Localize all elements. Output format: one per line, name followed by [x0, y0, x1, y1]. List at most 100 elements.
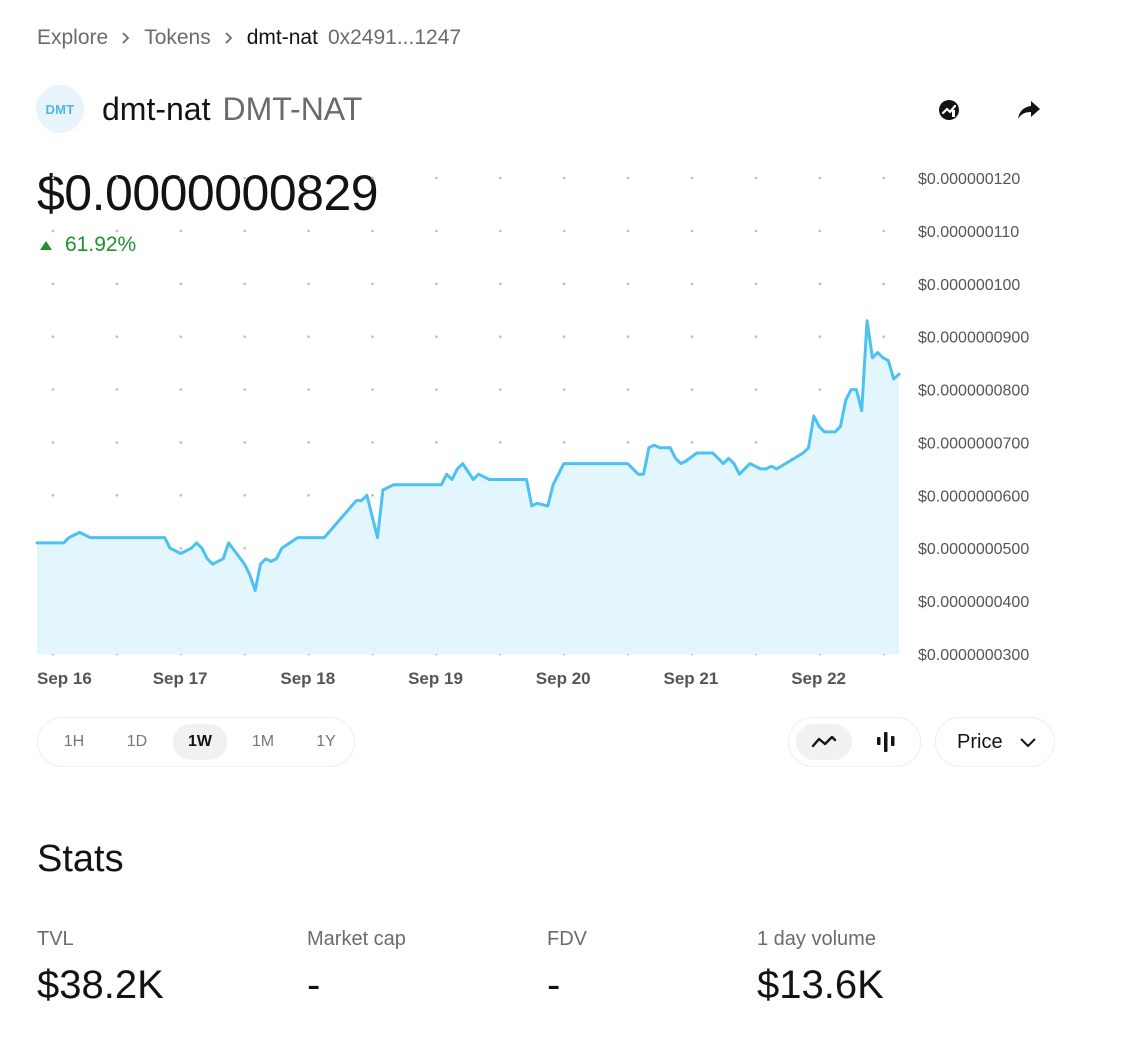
- y-axis-tick-label: $0.0000000500: [918, 541, 1029, 558]
- x-axis-tick-label: Sep 21: [664, 669, 719, 688]
- grid-dot: [307, 282, 310, 286]
- grid-dot: [307, 494, 310, 497]
- y-axis-tick-label: $0.0000000700: [918, 435, 1029, 452]
- grid-dot: [818, 388, 822, 391]
- grid-dot: [499, 176, 502, 180]
- grid-dot: [179, 546, 183, 550]
- grid-dot: [690, 282, 694, 286]
- grid-dot: [243, 388, 246, 391]
- grid-dot: [499, 229, 502, 233]
- x-axis-tick-label: Sep 18: [280, 669, 335, 688]
- grid-dot: [51, 335, 55, 338]
- grid-dot: [562, 282, 566, 286]
- grid-dot: [179, 176, 183, 180]
- grid-dot: [626, 229, 630, 233]
- stat-label: FDV: [547, 928, 587, 950]
- price-metric-select[interactable]: Price: [935, 717, 1055, 767]
- grid-dot: [562, 388, 566, 391]
- grid-dot: [690, 441, 694, 444]
- grid-dot: [307, 229, 310, 233]
- stat-value: $13.6K: [757, 963, 884, 1007]
- y-axis-tick-label: $0.0000000600: [918, 488, 1029, 505]
- time-range-1w[interactable]: 1W: [173, 724, 227, 760]
- token-name: dmt-nat: [102, 90, 211, 127]
- grid-dot: [307, 388, 310, 391]
- chart-explorer-icon[interactable]: [930, 94, 968, 126]
- grid-dot: [51, 441, 55, 444]
- stats-title: Stats: [37, 838, 124, 880]
- share-icon[interactable]: [1010, 94, 1048, 126]
- stat-fdv: FDV -: [547, 928, 587, 1008]
- grid-dot: [371, 282, 374, 286]
- grid-dot: [115, 176, 119, 180]
- grid-dot: [754, 335, 758, 338]
- grid-dot: [626, 335, 630, 338]
- candlestick-chart-icon[interactable]: [858, 724, 914, 760]
- grid-dot: [243, 176, 246, 180]
- token-price: $0.0000000829: [37, 165, 379, 221]
- grid-dot: [754, 388, 758, 391]
- token-header: DMT dmt-nat DMT-NAT: [36, 85, 362, 133]
- x-axis-tick-label: Sep 19: [408, 669, 463, 688]
- token-address[interactable]: 0x2491...1247: [327, 26, 462, 49]
- y-axis-tick-label: $0.0000000900: [918, 330, 1029, 347]
- grid-dot: [435, 335, 438, 338]
- time-range-selector: 1H 1D 1W 1M 1Y: [37, 717, 355, 767]
- y-axis-tick-label: $0.000000100: [918, 277, 1020, 294]
- grid-dot: [626, 176, 630, 180]
- grid-dot: [179, 494, 183, 497]
- grid-dot: [690, 335, 694, 338]
- price-change: 61.92%: [40, 233, 136, 257]
- token-symbol: DMT-NAT: [222, 90, 363, 127]
- grid-dot: [307, 335, 310, 338]
- grid-dot: [690, 229, 694, 233]
- grid-dot: [626, 282, 630, 286]
- grid-dot: [115, 282, 119, 286]
- breadcrumb: Explore Tokens dmt-nat 0x2491...1247: [37, 26, 461, 50]
- grid-dot: [818, 176, 822, 180]
- grid-dot: [115, 335, 119, 338]
- time-range-1y[interactable]: 1Y: [316, 733, 336, 750]
- grid-dot: [243, 546, 246, 550]
- grid-dot: [562, 176, 566, 180]
- breadcrumb-explore-link[interactable]: Explore: [37, 26, 109, 49]
- stat-market-cap: Market cap -: [307, 928, 406, 1008]
- grid-dot: [115, 494, 119, 497]
- time-range-1d[interactable]: 1D: [126, 733, 148, 750]
- grid-dot: [179, 229, 183, 233]
- stat-1-day-volume: 1 day volume $13.6K: [757, 928, 884, 1008]
- x-axis-tick-label: Sep 20: [536, 669, 591, 688]
- grid-dot: [307, 176, 310, 180]
- grid-dot: [626, 388, 630, 391]
- grid-dot: [243, 229, 246, 233]
- grid-dot: [243, 494, 246, 497]
- grid-dot: [115, 441, 119, 444]
- grid-dot: [499, 335, 502, 338]
- time-range-1m[interactable]: 1M: [251, 733, 275, 750]
- grid-dot: [371, 441, 374, 444]
- grid-dot: [562, 335, 566, 338]
- grid-dot: [115, 229, 119, 233]
- grid-dot: [435, 388, 438, 391]
- grid-dot: [179, 282, 183, 286]
- price-line: [35, 319, 901, 592]
- grid-dot: [435, 441, 438, 444]
- time-range-1h[interactable]: 1H: [63, 733, 85, 750]
- grid-dot: [115, 388, 119, 391]
- breadcrumb-tokens-link[interactable]: Tokens: [144, 26, 211, 49]
- grid-dot: [818, 229, 822, 233]
- grid-dot: [51, 282, 55, 286]
- y-axis-tick-label: $0.0000000400: [918, 594, 1029, 611]
- token-logo: DMT: [36, 85, 84, 133]
- grid-dot: [243, 335, 246, 338]
- grid-dot: [499, 388, 502, 391]
- line-chart-icon[interactable]: [796, 724, 852, 760]
- breadcrumb-current: dmt-nat: [246, 26, 318, 49]
- grid-dot: [243, 282, 246, 286]
- price-chart[interactable]: $0.000000120 $0.000000110 $0.000000100 $0.0…: [0, 160, 1143, 700]
- stat-value: -: [307, 963, 321, 1007]
- grid-dot: [562, 229, 566, 233]
- y-axis-tick-label: $0.000000120: [918, 171, 1020, 188]
- chevron-right-icon: [224, 31, 234, 45]
- stat-tvl: TVL $38.2K: [37, 928, 164, 1008]
